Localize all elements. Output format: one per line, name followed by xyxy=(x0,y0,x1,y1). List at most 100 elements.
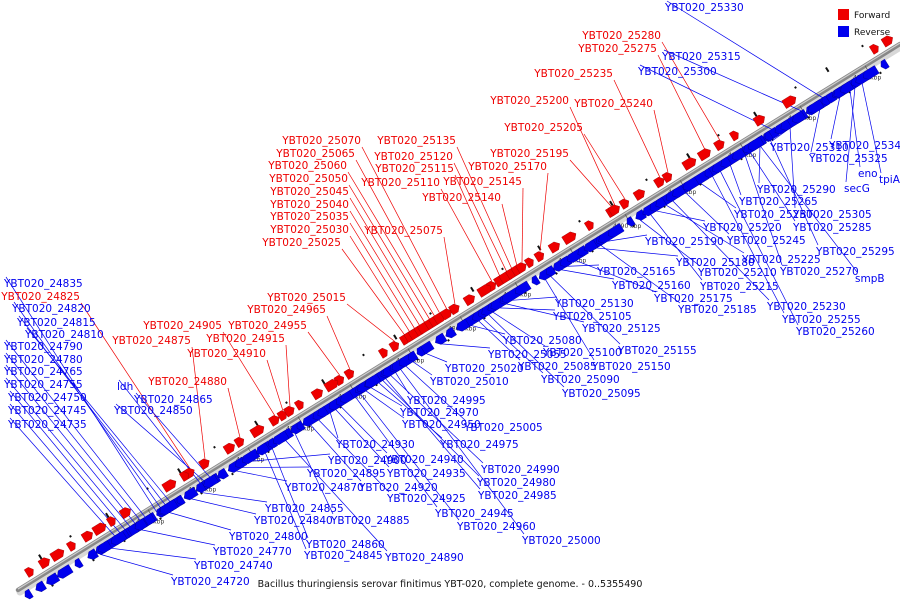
forward-gene-arrow[interactable] xyxy=(547,240,562,254)
reverse-gene-label[interactable]: YBT020_25010 xyxy=(429,376,509,388)
forward-gene-arrow[interactable] xyxy=(118,505,133,520)
reverse-gene-arrow[interactable] xyxy=(670,184,687,199)
forward-gene-arrow[interactable] xyxy=(222,441,237,455)
reverse-gene-label[interactable]: smpB xyxy=(855,273,885,285)
reverse-gene-label[interactable]: YBT020_24980 xyxy=(476,477,556,489)
reverse-gene-arrow[interactable] xyxy=(513,280,532,297)
reverse-gene-label[interactable]: YBT020_24750 xyxy=(7,392,87,404)
reverse-gene-arrow[interactable] xyxy=(133,518,148,532)
reverse-gene-label[interactable]: YBT020_24755 xyxy=(3,379,83,391)
forward-gene-arrow[interactable] xyxy=(476,282,494,298)
reverse-gene-arrow[interactable] xyxy=(625,216,636,227)
reverse-gene-arrow[interactable] xyxy=(633,209,647,222)
reverse-gene-label[interactable]: YBT020_25155 xyxy=(617,345,697,357)
reverse-gene-arrow[interactable] xyxy=(158,499,179,517)
forward-gene-arrow[interactable] xyxy=(80,529,95,543)
reverse-gene-label[interactable]: YBT020_24990 xyxy=(480,464,560,476)
reverse-gene-label[interactable]: YBT020_25315 xyxy=(661,51,741,63)
reverse-gene-label[interactable]: YBT020_25095 xyxy=(561,388,641,400)
reverse-gene-label[interactable]: YBT020_24835 xyxy=(3,278,83,290)
reverse-gene-arrow[interactable] xyxy=(582,239,599,254)
reverse-gene-label[interactable]: YBT020_25005 xyxy=(463,422,543,434)
forward-gene-arrow[interactable] xyxy=(65,540,78,552)
reverse-gene-label[interactable]: YBT020_24790 xyxy=(3,341,83,353)
reverse-gene-arrow[interactable] xyxy=(879,58,890,70)
reverse-gene-label[interactable]: YBT020_25250 xyxy=(733,209,813,221)
reverse-gene-label[interactable]: YBT020_25220 xyxy=(702,222,782,234)
reverse-gene-label[interactable]: YBT020_25260 xyxy=(795,326,875,338)
reverse-gene-arrow[interactable] xyxy=(831,86,845,100)
reverse-gene-label[interactable]: YBT020_24860 xyxy=(305,539,385,551)
reverse-gene-arrow[interactable] xyxy=(194,481,207,494)
forward-gene-arrow[interactable] xyxy=(661,170,674,184)
reverse-gene-arrow[interactable] xyxy=(718,156,732,170)
forward-gene-arrow[interactable] xyxy=(752,113,767,127)
reverse-gene-arrow[interactable] xyxy=(530,275,541,286)
reverse-gene-label[interactable]: YBT020_24720 xyxy=(170,576,250,588)
forward-gene-label[interactable]: YBT020_24955 xyxy=(227,320,307,332)
reverse-gene-label[interactable]: YBT020_25000 xyxy=(521,535,601,547)
reverse-gene-label[interactable]: YBT020_25215 xyxy=(699,281,779,293)
reverse-gene-label[interactable]: ldh xyxy=(117,381,133,393)
reverse-gene-label[interactable]: YBT020_25020 xyxy=(444,363,524,375)
forward-gene-label[interactable]: YBT020_24905 xyxy=(142,320,222,332)
reverse-gene-label[interactable]: YBT020_25100 xyxy=(542,347,622,359)
reverse-gene-label[interactable]: YBT020_25285 xyxy=(792,222,872,234)
reverse-gene-label[interactable]: YBT020_24865 xyxy=(133,394,213,406)
forward-gene-label[interactable]: YBT020_24880 xyxy=(147,376,227,388)
forward-gene-arrow[interactable] xyxy=(728,129,741,142)
reverse-gene-label[interactable]: YBT020_24810 xyxy=(24,329,104,341)
forward-gene-arrow[interactable] xyxy=(105,515,118,528)
reverse-gene-label[interactable]: YBT020_25210 xyxy=(697,267,777,279)
forward-gene-arrow[interactable] xyxy=(880,34,895,48)
reverse-gene-label[interactable]: YBT020_25270 xyxy=(779,266,859,278)
forward-gene-label[interactable]: YBT020_25060 xyxy=(267,160,347,172)
reverse-gene-label[interactable]: YBT020_24890 xyxy=(384,552,464,564)
reverse-gene-arrow[interactable] xyxy=(23,588,34,600)
reverse-gene-arrow[interactable] xyxy=(175,494,186,506)
forward-gene-arrow[interactable] xyxy=(233,435,246,449)
forward-gene-label[interactable]: YBT020_25025 xyxy=(261,237,341,249)
reverse-gene-label[interactable]: YBT020_24820 xyxy=(11,303,91,315)
reverse-gene-label[interactable]: YBT020_25085 xyxy=(517,361,597,373)
reverse-gene-label[interactable]: YBT020_25150 xyxy=(591,361,671,373)
forward-gene-arrow[interactable] xyxy=(268,413,281,427)
forward-gene-arrow[interactable] xyxy=(607,203,622,217)
reverse-gene-label[interactable]: YBT020_24740 xyxy=(193,560,273,572)
reverse-gene-arrow[interactable] xyxy=(575,245,589,258)
reverse-gene-arrow[interactable] xyxy=(606,223,625,239)
forward-gene-label[interactable]: YBT020_25015 xyxy=(266,292,346,304)
reverse-gene-label[interactable]: YBT020_25310 xyxy=(769,142,849,154)
reverse-gene-label[interactable]: YBT020_25190 xyxy=(644,236,724,248)
forward-gene-arrow[interactable] xyxy=(439,307,454,321)
reverse-gene-arrow[interactable] xyxy=(454,318,471,333)
reverse-gene-arrow[interactable] xyxy=(861,65,880,82)
reverse-gene-arrow[interactable] xyxy=(806,99,825,116)
forward-gene-label[interactable]: YBT020_25280 xyxy=(581,30,661,42)
reverse-gene-label[interactable]: YBT020_24940 xyxy=(384,454,464,466)
reverse-gene-arrow[interactable] xyxy=(215,467,229,481)
reverse-gene-arrow[interactable] xyxy=(763,130,774,142)
forward-gene-label[interactable]: YBT020_24825 xyxy=(0,291,80,303)
forward-gene-label[interactable]: YBT020_25110 xyxy=(360,177,440,189)
forward-gene-label[interactable]: YBT020_25035 xyxy=(269,211,349,223)
reverse-gene-label[interactable]: YBT020_24950 xyxy=(401,419,481,431)
reverse-gene-arrow[interactable] xyxy=(703,167,714,179)
reverse-gene-label[interactable]: YBT020_24885 xyxy=(330,515,410,527)
reverse-gene-label[interactable]: YBT020_25105 xyxy=(552,311,632,323)
reverse-gene-arrow[interactable] xyxy=(544,265,557,277)
forward-gene-label[interactable]: YBT020_24965 xyxy=(246,304,326,316)
reverse-gene-arrow[interactable] xyxy=(838,80,855,95)
forward-gene-arrow[interactable] xyxy=(523,256,536,269)
forward-gene-arrow[interactable] xyxy=(583,219,596,232)
reverse-gene-arrow[interactable] xyxy=(406,350,419,363)
reverse-gene-label[interactable]: YBT020_25180 xyxy=(675,257,755,269)
reverse-gene-label[interactable]: YBT020_24780 xyxy=(3,354,83,366)
reverse-gene-label[interactable]: YBT020_25225 xyxy=(741,254,821,266)
forward-gene-arrow[interactable] xyxy=(448,302,461,316)
forward-gene-label[interactable]: YBT020_25275 xyxy=(577,43,657,55)
reverse-gene-label[interactable]: YBT020_25080 xyxy=(502,335,582,347)
reverse-gene-arrow[interactable] xyxy=(653,196,667,210)
forward-gene-arrow[interactable] xyxy=(91,521,109,537)
reverse-gene-label[interactable]: YBT020_25330 xyxy=(664,2,744,14)
